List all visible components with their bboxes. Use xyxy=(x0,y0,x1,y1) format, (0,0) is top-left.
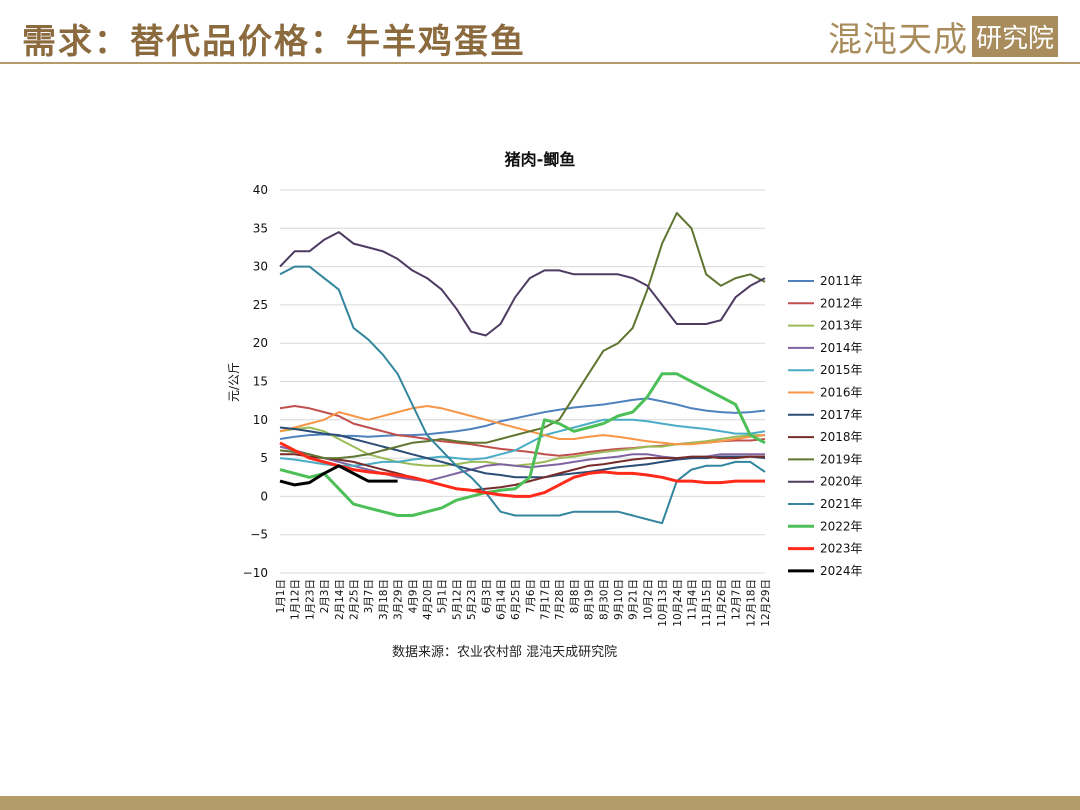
y-tick-label: 30 xyxy=(253,260,268,274)
logo-sub-text: 研究院 xyxy=(971,16,1058,57)
y-axis-ticks: 40 35 30 25 20 15 10 5 0 −5 −10 xyxy=(243,183,268,580)
x-tick-label: 7月28日 xyxy=(554,579,566,620)
legend-label: 2021年 xyxy=(820,497,863,511)
legend-label: 2016年 xyxy=(820,386,863,400)
logo-main-text: 混沌天成 xyxy=(827,20,968,60)
x-tick-label: 11月4日 xyxy=(687,579,699,620)
x-tick-label: 11月26日 xyxy=(716,579,728,627)
footer-bar xyxy=(0,796,1080,810)
series-line xyxy=(279,441,765,498)
x-tick-label: 6月25日 xyxy=(510,579,522,620)
legend-label: 2017年 xyxy=(820,408,863,422)
x-tick-label: 8月8日 xyxy=(569,579,581,613)
x-tick-label: 12月18日 xyxy=(745,579,757,627)
x-tick-label: 11月15日 xyxy=(701,579,713,627)
series-line xyxy=(279,426,766,479)
x-tick-label: 9月10日 xyxy=(613,579,625,620)
series-line xyxy=(279,397,766,440)
x-tick-label: 5月1日 xyxy=(437,579,449,613)
y-tick-label: 15 xyxy=(253,375,268,389)
x-tick-label: 3月18日 xyxy=(378,579,390,620)
x-tick-label: 2月25日 xyxy=(348,579,360,620)
series-line xyxy=(279,372,766,517)
y-tick-label: 25 xyxy=(253,298,268,312)
x-tick-label: 2月3日 xyxy=(319,579,331,613)
grid-lines xyxy=(280,189,765,574)
y-tick-label: 40 xyxy=(253,183,268,197)
legend-label: 2012年 xyxy=(820,296,863,310)
y-tick-label: 10 xyxy=(253,413,268,427)
x-tick-label: 3月29日 xyxy=(393,579,405,620)
x-axis-ticks: 1月1日 1月12日 1月23日 2月3日 2月14日 2月25日 3月7日 3月18日 3月2… xyxy=(275,579,772,627)
legend-label: 2023年 xyxy=(820,542,863,556)
data-source-note: 数据来源：农业农村部 混沌天成研究院 xyxy=(392,645,618,660)
x-tick-label: 12月29日 xyxy=(760,579,772,627)
x-tick-label: 6月14日 xyxy=(495,579,507,620)
legend: 2011年 2012年 2013年 2014年 2015年 2016年 2017年 2018年… xyxy=(788,274,863,578)
series-line xyxy=(279,265,766,525)
x-tick-label: 9月21日 xyxy=(628,579,640,620)
y-tick-label: 0 xyxy=(260,489,268,503)
y-axis-label: 元/公斤 xyxy=(227,362,241,402)
x-tick-label: 6月3日 xyxy=(481,579,493,613)
series-lines xyxy=(279,212,766,525)
x-tick-label: 7月6日 xyxy=(525,579,537,613)
x-tick-label: 1月12日 xyxy=(290,579,302,620)
series-line xyxy=(279,418,766,467)
x-tick-label: 10月13日 xyxy=(657,579,669,627)
legend-label: 2013年 xyxy=(820,319,863,333)
chart-title: 猪肉-鲫鱼 xyxy=(504,150,576,169)
x-tick-label: 1月1日 xyxy=(275,579,287,613)
x-tick-label: 7月17日 xyxy=(540,579,552,620)
y-tick-label: −10 xyxy=(243,566,268,580)
x-tick-label: 12月7日 xyxy=(731,579,743,620)
y-tick-label: −5 xyxy=(250,528,268,542)
x-tick-label: 2月14日 xyxy=(334,579,346,620)
x-tick-label: 8月19日 xyxy=(584,579,596,620)
x-tick-label: 1月23日 xyxy=(304,579,316,620)
brand-logo: 混沌天成 研究院 xyxy=(828,12,1058,61)
legend-label: 2018年 xyxy=(820,430,863,444)
legend-label: 2015年 xyxy=(820,363,863,377)
y-tick-label: 35 xyxy=(253,221,268,235)
x-tick-label: 10月24日 xyxy=(672,579,684,627)
header-divider xyxy=(0,62,1080,64)
x-tick-label: 5月23日 xyxy=(466,579,478,620)
legend-label: 2014年 xyxy=(820,341,863,355)
x-tick-label: 5月12日 xyxy=(451,579,463,620)
page-title: 需求：替代品价格：牛羊鸡蛋鱼 xyxy=(22,22,526,62)
legend-label: 2022年 xyxy=(820,519,863,533)
series-line xyxy=(279,405,766,457)
legend-label: 2011年 xyxy=(820,274,863,288)
y-tick-label: 20 xyxy=(253,336,268,350)
x-tick-label: 10月2日 xyxy=(642,579,654,620)
legend-label: 2024年 xyxy=(820,564,863,578)
x-tick-label: 4月20日 xyxy=(422,579,434,620)
x-tick-label: 4月9日 xyxy=(407,579,419,613)
series-line xyxy=(279,231,766,337)
legend-label: 2019年 xyxy=(820,452,863,466)
series-line xyxy=(279,405,766,446)
x-tick-label: 3月7日 xyxy=(363,579,375,613)
legend-label: 2020年 xyxy=(820,475,863,489)
series-line xyxy=(279,464,398,487)
series-line xyxy=(279,212,766,460)
x-tick-label: 8月30日 xyxy=(598,579,610,620)
y-tick-label: 5 xyxy=(260,451,268,465)
